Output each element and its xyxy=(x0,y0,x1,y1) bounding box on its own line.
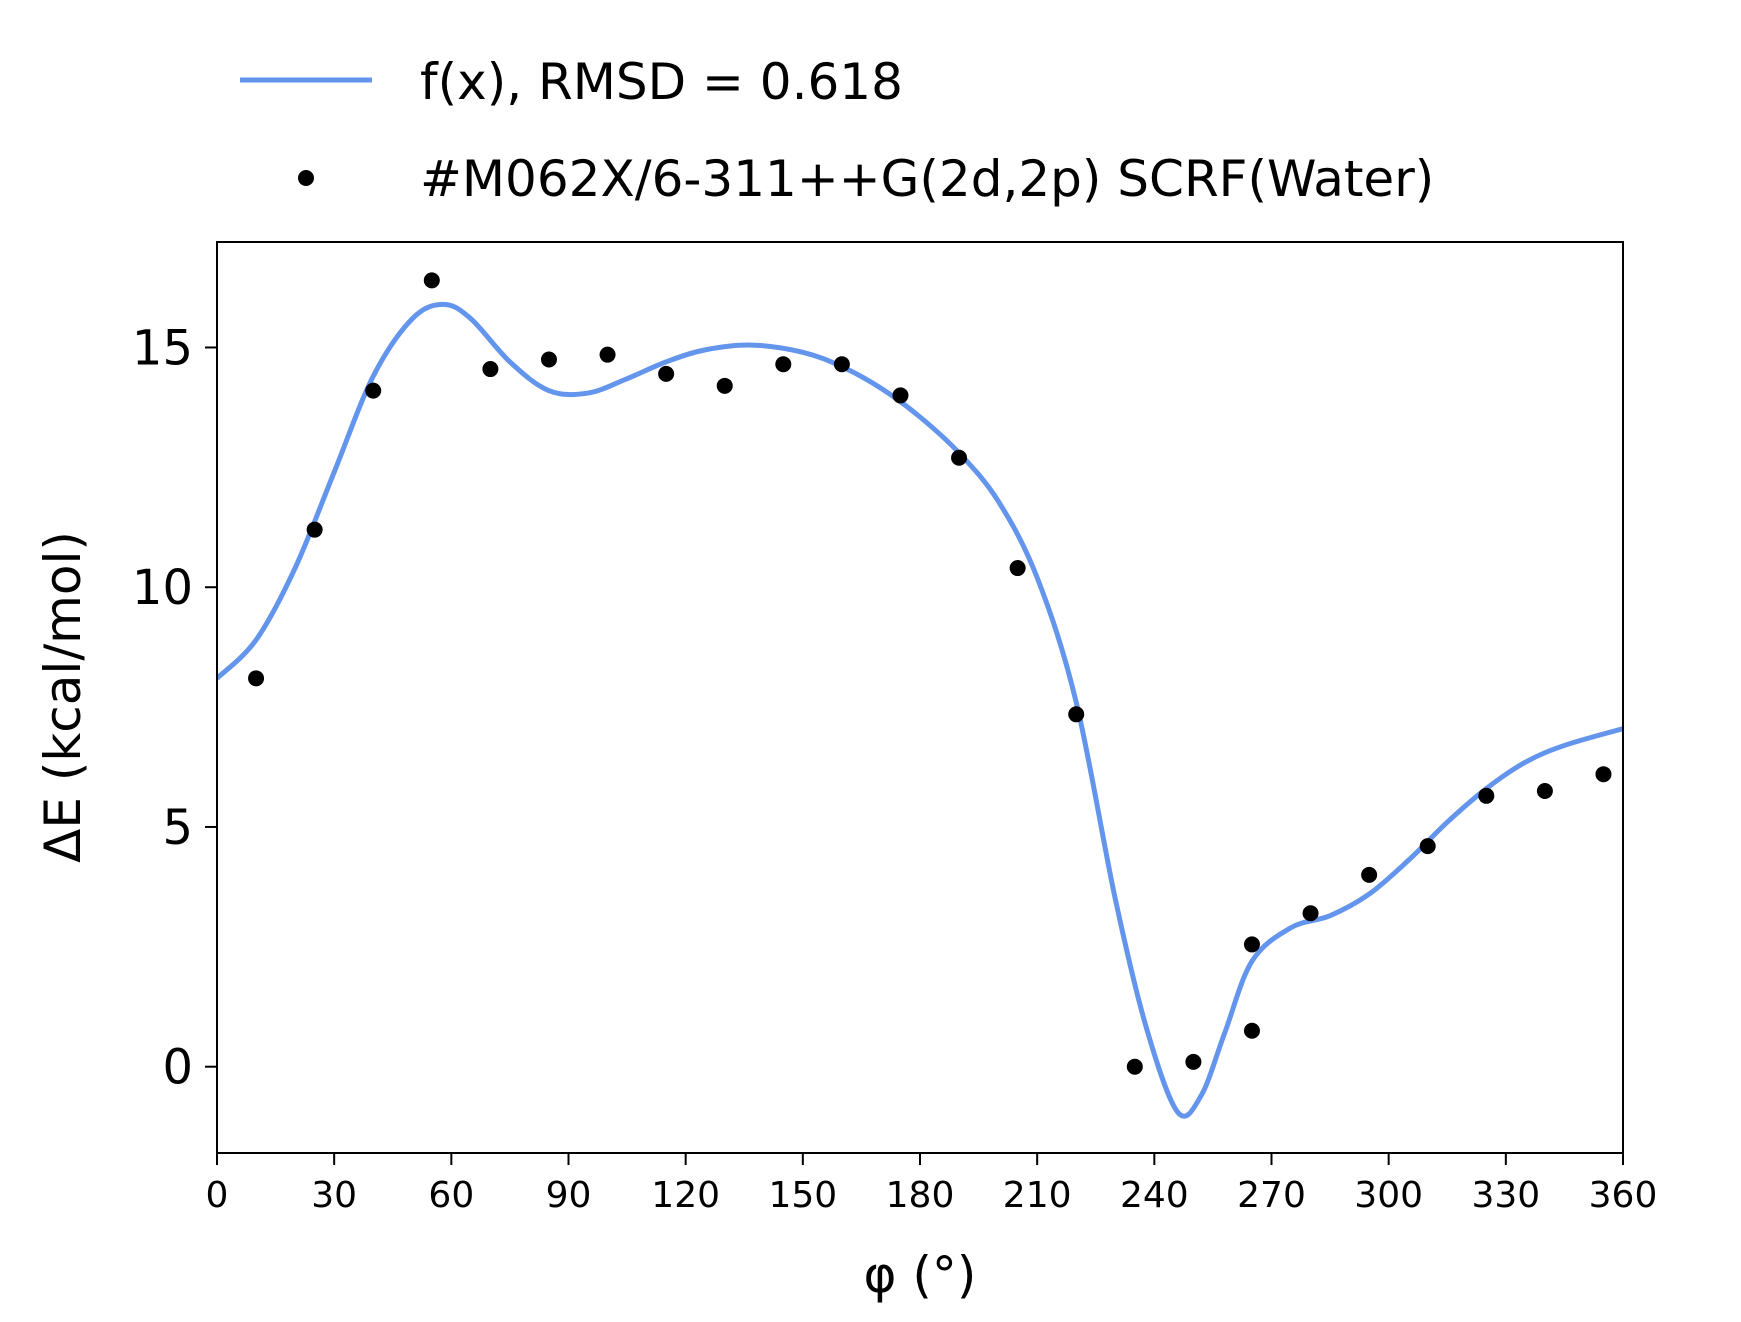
data-point xyxy=(540,351,557,368)
x-tick-label: 0 xyxy=(206,1175,229,1216)
x-tick-label: 60 xyxy=(428,1175,474,1216)
x-tick-label: 210 xyxy=(1003,1175,1072,1216)
data-point xyxy=(1478,787,1495,804)
data-point xyxy=(365,382,382,399)
y-tick-label: 0 xyxy=(162,1040,193,1096)
legend-label-data: #M062X/6-311++G(2d,2p) SCRF(Water) xyxy=(420,150,1434,208)
y-tick-label: 10 xyxy=(132,560,193,616)
data-point xyxy=(716,377,733,394)
data-point xyxy=(1243,1022,1260,1039)
data-point xyxy=(1361,866,1378,883)
data-point xyxy=(1243,936,1260,953)
data-point xyxy=(423,272,440,289)
data-point xyxy=(1126,1058,1143,1075)
plot-area: 0 30 60 90 120 150 180 210 240 270 300 330 360 0 5 10 1… xyxy=(132,241,1658,1216)
data-point xyxy=(833,356,850,373)
data-point xyxy=(482,361,499,378)
x-tick-label: 90 xyxy=(546,1175,592,1216)
plot-frame xyxy=(216,241,1624,1154)
legend-marker-swatch xyxy=(298,170,314,186)
data-point xyxy=(1536,782,1553,799)
data-point xyxy=(1009,560,1026,577)
x-tick-label: 270 xyxy=(1237,1175,1306,1216)
x-tick-label: 360 xyxy=(1589,1175,1658,1216)
x-tick-label: 240 xyxy=(1120,1175,1189,1216)
x-tick-label: 120 xyxy=(651,1175,720,1216)
fit-curve xyxy=(217,301,1623,1119)
data-point xyxy=(775,356,792,373)
x-tick-label: 180 xyxy=(886,1175,955,1216)
data-point xyxy=(658,365,675,382)
data-point xyxy=(248,670,265,687)
data-point xyxy=(951,449,968,466)
data-point xyxy=(306,521,323,538)
data-point xyxy=(1419,838,1436,855)
data-point xyxy=(1595,766,1612,783)
x-tick-label: 150 xyxy=(768,1175,837,1216)
x-axis-label: φ (°) xyxy=(864,1246,977,1304)
data-point xyxy=(892,387,909,404)
legend-label-fit: f(x), RMSD = 0.618 xyxy=(420,53,903,111)
data-point xyxy=(1068,706,1085,723)
y-tick-label: 5 xyxy=(162,800,193,856)
data-point xyxy=(599,346,616,363)
y-axis-label: ΔE (kcal/mol) xyxy=(34,531,92,863)
x-tick-label: 330 xyxy=(1471,1175,1540,1216)
x-tick-label: 300 xyxy=(1354,1175,1423,1216)
x-tick-label: 30 xyxy=(311,1175,357,1216)
y-tick-label: 15 xyxy=(132,320,193,376)
legend: f(x), RMSD = 0.618 #M062X/6-311++G(2d,2p… xyxy=(240,53,1434,208)
data-point xyxy=(1302,905,1319,922)
data-point xyxy=(1185,1053,1202,1070)
